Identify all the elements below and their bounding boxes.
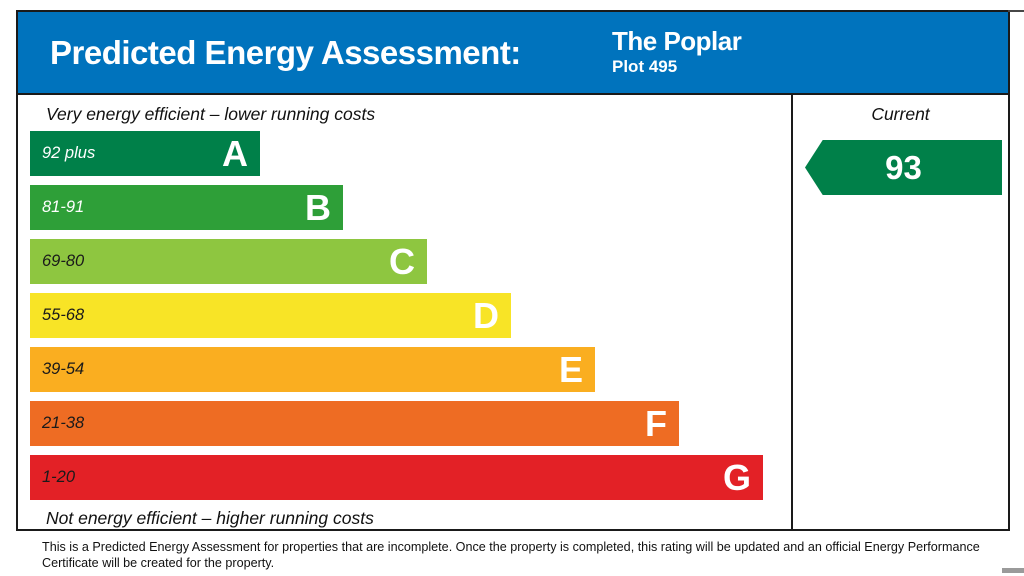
band-letter: G <box>722 457 751 498</box>
band-letter: D <box>473 295 499 336</box>
top-caption: Very energy efficient – lower running co… <box>46 104 376 124</box>
current-rating-value: 93 <box>885 148 922 186</box>
band-bar-e: 39-54 E <box>30 347 595 392</box>
property-name: The Poplar <box>612 26 742 56</box>
disclaimer-text: This is a Predicted Energy Assessment fo… <box>42 540 980 570</box>
epc-band-b: 81-91 B <box>30 185 790 230</box>
epc-bands: 92 plus A 81-91 B 69-80 C 55-68 D <box>30 131 790 509</box>
corner-crop-artifact <box>1002 568 1024 573</box>
band-bar-g: 1-20 G <box>30 455 763 500</box>
band-range-label: 69-80 <box>42 252 85 270</box>
current-column: Current 93 <box>793 95 1008 529</box>
band-range-label: 55-68 <box>42 306 85 324</box>
column-divider <box>791 95 793 529</box>
top-border-crop-artifact <box>1008 10 1024 12</box>
band-letter: A <box>222 133 248 174</box>
current-rating-arrow: 93 <box>805 140 1002 195</box>
band-letter: E <box>558 349 583 390</box>
epc-band-e: 39-54 E <box>30 347 790 392</box>
band-letter: C <box>389 241 415 282</box>
property-block: The Poplar Plot 495 <box>612 26 742 78</box>
band-range-label: 1-20 <box>42 468 76 486</box>
page-title: Predicted Energy Assessment: <box>50 33 521 71</box>
band-range-label: 81-91 <box>42 198 85 216</box>
plot-number: Plot 495 <box>612 57 678 76</box>
band-bar-a: 92 plus A <box>30 131 260 176</box>
band-bar-f: 21-38 F <box>30 401 679 446</box>
epc-header: Predicted Energy Assessment: The Poplar … <box>16 10 1010 95</box>
energy-rating-chart: Very energy efficient – lower running co… <box>16 93 1010 531</box>
current-column-header: Current <box>871 104 930 124</box>
band-range-label: 39-54 <box>42 360 85 378</box>
epc-band-d: 55-68 D <box>30 293 790 338</box>
band-range-label: 21-38 <box>42 414 85 432</box>
epc-band-f: 21-38 F <box>30 401 790 446</box>
band-range-label: 92 plus <box>42 144 96 162</box>
bottom-caption: Not energy efficient – higher running co… <box>46 508 374 528</box>
band-bar-b: 81-91 B <box>30 185 343 230</box>
band-bar-c: 69-80 C <box>30 239 427 284</box>
epc-band-a: 92 plus A <box>30 131 790 176</box>
band-letter: F <box>645 403 667 444</box>
epc-band-g: 1-20 G <box>30 455 790 500</box>
epc-band-c: 69-80 C <box>30 239 790 284</box>
band-letter: B <box>305 187 331 228</box>
band-bar-d: 55-68 D <box>30 293 511 338</box>
